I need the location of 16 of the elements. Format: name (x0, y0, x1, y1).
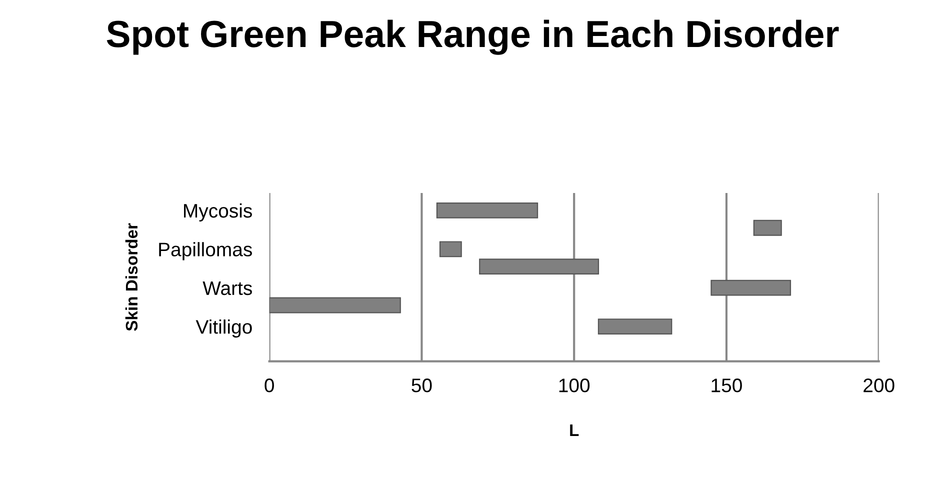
x-tick-label: 0 (264, 378, 274, 392)
y-axis-title: Skin Disorder (125, 223, 138, 331)
bar (598, 318, 672, 334)
bar (436, 202, 538, 218)
y-tick-label: Warts (202, 282, 252, 296)
y-tick-label: Vitiligo (196, 319, 252, 338)
x-tick-label: 100 (559, 378, 590, 392)
bar (753, 220, 782, 236)
chart-title: Spot Green Peak Range in Each Disorder (106, 20, 839, 55)
y-tick-label: Papillomas (159, 242, 252, 260)
y-tick-label: Mycosis (184, 203, 252, 222)
x-tick-label: 200 (864, 378, 894, 392)
x-tick-label: 50 (412, 378, 432, 392)
x-tick-label: 150 (712, 378, 742, 392)
x-axis-title: L (570, 424, 579, 436)
bar (439, 241, 462, 258)
